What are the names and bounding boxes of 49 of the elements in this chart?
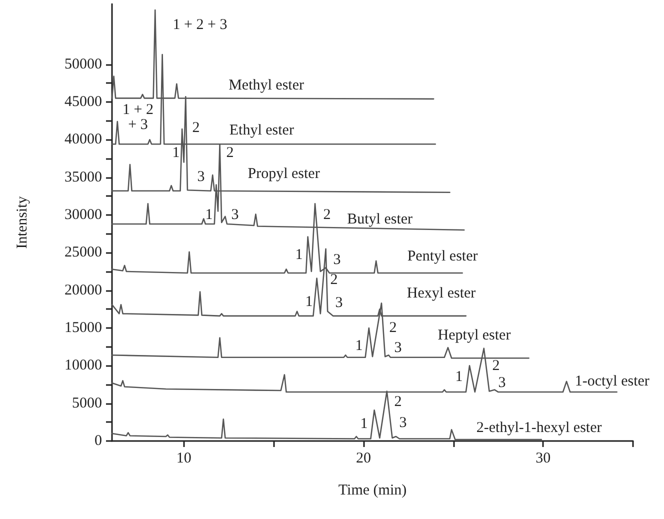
series-label: Hexyl ester — [406, 285, 476, 302]
annotation: 2 — [330, 272, 338, 288]
annotation: 1 — [205, 207, 213, 223]
annotation: 2 — [226, 145, 234, 161]
x-tick-label: 30 — [536, 450, 551, 466]
series-label: Methyl ester — [228, 77, 304, 94]
series-label: Pentyl ester — [407, 248, 478, 264]
y-tick-label: 25000 — [64, 244, 102, 261]
y-tick-label: 20000 — [64, 282, 102, 298]
annotation: 3 — [335, 295, 343, 311]
y-tick-label: 30000 — [64, 206, 102, 223]
annotation: 2 — [394, 394, 402, 410]
annotation: 1 — [305, 294, 313, 310]
y-tick-label: 15000 — [64, 320, 102, 336]
series-label: Butyl ester — [347, 212, 413, 228]
series-label: Heptyl ester — [438, 328, 511, 344]
y-axis-title: Intensity — [14, 196, 30, 249]
annotation: 2 — [492, 358, 500, 374]
y-tick-label: 40000 — [64, 132, 102, 148]
x-tick-label: 20 — [356, 450, 372, 466]
series-label: Ethyl ester — [229, 122, 294, 139]
annotation: 1 — [455, 369, 463, 385]
annotation: 3 — [231, 207, 239, 223]
annotation: 2 — [192, 120, 200, 136]
annotation: 3 — [394, 340, 402, 356]
annotation: 3 — [399, 415, 407, 431]
annotation: 3 — [197, 169, 205, 185]
annotation: + 3 — [128, 117, 148, 133]
series-label: Propyl ester — [248, 166, 320, 182]
x-axis-title: Time (min) — [338, 482, 407, 498]
y-tick-label: 50000 — [64, 56, 102, 72]
y-tick-label: 45000 — [64, 94, 102, 110]
annotation: 2 — [323, 207, 331, 223]
series-label: 1-octyl ester — [574, 374, 650, 390]
annotation: 1 + 2 + 3 — [172, 17, 228, 33]
y-tick-label: 5000 — [72, 395, 102, 412]
annotation: 1 — [172, 145, 180, 161]
x-tick-label: 10 — [176, 450, 192, 466]
annotation: 1 — [360, 416, 368, 432]
y-tick-label: 10000 — [64, 358, 102, 374]
annotation: 1 + 2 — [122, 102, 154, 118]
series-label: 2-ethyl-1-hexyl ester — [476, 420, 602, 436]
y-tick-label: 0 — [94, 433, 102, 449]
annotation: 3 — [498, 375, 506, 391]
annotation: 1 — [295, 247, 303, 263]
y-tick-label: 35000 — [64, 169, 102, 186]
annotation: 2 — [389, 320, 397, 336]
annotation: 3 — [333, 252, 341, 268]
annotation: 1 — [355, 338, 363, 354]
